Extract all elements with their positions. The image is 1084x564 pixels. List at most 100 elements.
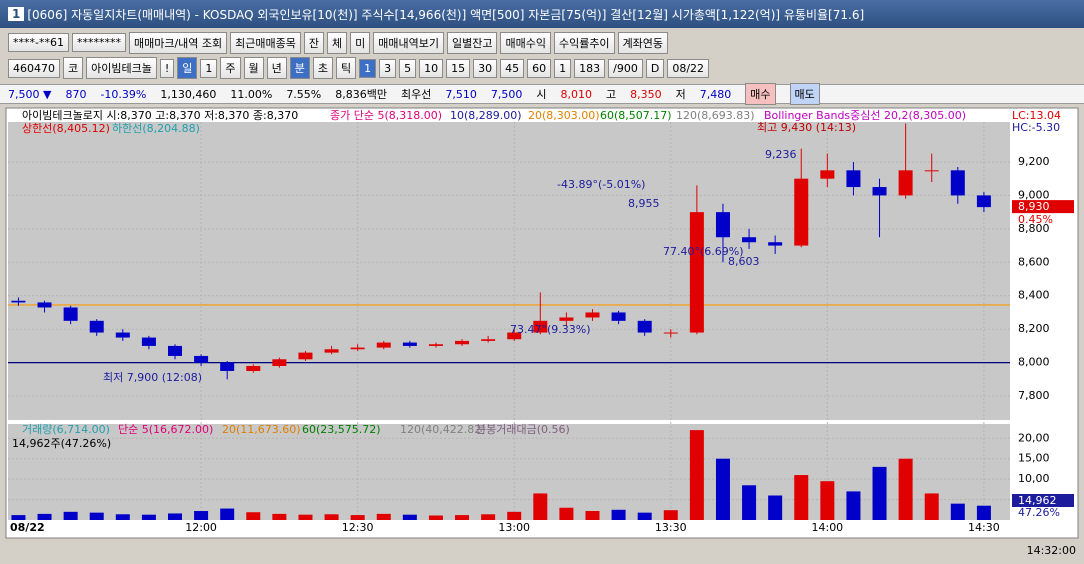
candle-body	[481, 339, 496, 341]
toolbar-button[interactable]: 1	[554, 58, 572, 78]
volume-bar	[350, 515, 365, 520]
y-tick-label: 8,400	[1018, 289, 1050, 302]
quote-field: 7,500 ▼	[8, 87, 52, 101]
candle-body	[663, 332, 678, 334]
volume-current: 14,962	[1018, 494, 1057, 507]
quote-field: 7.55%	[286, 87, 322, 101]
indicator-label: HC:-5.30	[1012, 121, 1060, 134]
toolbar-button[interactable]: 30	[473, 58, 498, 78]
volume-bar	[63, 511, 78, 520]
quote-field: 11.00%	[230, 87, 273, 101]
volume-current-box	[1012, 494, 1074, 507]
annotation: 73.47°(9.33%)	[510, 323, 591, 336]
toolbar-button[interactable]: 183	[574, 58, 606, 78]
x-tick-label: 12:00	[185, 521, 217, 534]
toolbar-button[interactable]: 계좌연동	[617, 31, 669, 54]
toolbar-button[interactable]: 년	[266, 57, 287, 79]
toolbar-button[interactable]: 매매수익	[500, 31, 551, 54]
annotation: 8,603	[728, 255, 760, 268]
legend-entry: 종가 단순 5(8,318.00)	[330, 109, 442, 122]
toolbar-button[interactable]: 60	[527, 58, 552, 78]
candle-body	[89, 320, 104, 333]
legend-entry: 상한선(8,405.12)	[22, 122, 110, 135]
volume-bar	[794, 475, 809, 520]
toolbar-button[interactable]: 일	[177, 57, 198, 79]
volume-legend-entry: 거래량(6,714.00)	[22, 423, 110, 436]
quote-field: 870	[65, 87, 87, 101]
annotation: 9,236	[765, 148, 797, 161]
candle-body	[742, 237, 757, 243]
toolbar-button[interactable]: 주	[220, 57, 241, 79]
toolbar-button[interactable]: ********	[71, 33, 126, 52]
candle-body	[637, 320, 652, 333]
toolbar-button[interactable]: /900	[608, 58, 643, 78]
toolbar-button[interactable]: 잔	[303, 31, 324, 54]
volume-bar	[637, 512, 652, 520]
toolbar-button[interactable]: ****-**61	[8, 33, 69, 52]
volume-panel	[8, 424, 1010, 520]
y-tick-label: 15,00	[1018, 452, 1050, 465]
toolbar-button[interactable]: 3	[379, 58, 397, 78]
indicator-label: LC:13.04	[1012, 109, 1061, 122]
annotation: 최저 7,900 (12:08)	[103, 371, 202, 384]
toolbar-button[interactable]: 15	[446, 58, 471, 78]
toolbar-button[interactable]: 분	[289, 57, 310, 79]
date-label: 08/22	[10, 521, 45, 534]
toolbar-button[interactable]: 10	[419, 58, 444, 78]
candle-body	[115, 332, 130, 338]
toolbar-button[interactable]: 최근매매종목	[230, 31, 301, 54]
current-change: 0.45%	[1018, 213, 1053, 226]
toolbar-button[interactable]: 수익률추이	[553, 31, 615, 54]
legend-entry: 60(8,507.17)	[600, 109, 672, 122]
toolbar-button[interactable]: 5	[399, 58, 417, 78]
candle-body	[950, 170, 965, 196]
volume-bar	[402, 514, 417, 520]
chart: 7,800 8,000 8,200 8,400 8,600 8,800 9,000 9,200…	[5, 107, 1079, 539]
toolbar-button[interactable]: 매매마크/내역 조회	[128, 31, 228, 54]
annotation: 77.40°(6.69%)	[663, 245, 744, 258]
y-tick-label: 10,00	[1018, 472, 1050, 485]
toolbar-button[interactable]: 1	[359, 58, 377, 78]
toolbar-button[interactable]: 코	[63, 57, 84, 79]
volume-bar	[455, 515, 470, 520]
y-tick-label: 9,200	[1018, 155, 1050, 168]
toolbar-button[interactable]: 45	[500, 58, 525, 78]
toolbar-button[interactable]: 1	[200, 58, 218, 78]
toolbar-account: ****-**61 ******** 매매마크/내역 조회 최근매매종목 잔 체 미 매매내역…	[0, 31, 1084, 54]
volume-bar	[950, 503, 965, 520]
toolbar-button[interactable]: !	[159, 58, 175, 78]
toolbar-button[interactable]: 일별잔고	[446, 31, 498, 54]
volume-bar	[585, 511, 600, 520]
toolbar-button[interactable]: 매매내역보기	[373, 31, 444, 54]
toolbar-button[interactable]: 미	[350, 31, 371, 54]
volume-bar	[872, 466, 887, 520]
volume-bar	[168, 513, 182, 520]
candle-body	[611, 312, 626, 321]
window-number: 1	[8, 7, 25, 21]
toolbar-period: 460470 코 아이빔테크놀! 일 1 주 월 년 분 초 틱 1 3 5 10 15 30 45 60 1 183/…	[0, 56, 1084, 80]
toolbar-button[interactable]: D	[645, 58, 665, 78]
candle-body	[976, 195, 991, 208]
candle-body	[272, 359, 287, 366]
x-tick-label: 13:00	[498, 521, 530, 534]
toolbar-button[interactable]: 아이빔테크놀	[86, 57, 157, 79]
toolbar-button[interactable]: 초	[312, 57, 334, 79]
toolbar-button[interactable]: 틱	[336, 57, 357, 79]
toolbar-button[interactable]: 체	[327, 31, 348, 54]
candle-body	[141, 337, 156, 346]
volume-bar	[115, 514, 130, 520]
legend-entry: Bollinger Bands중심선 20,2(8,305.00)	[764, 109, 966, 122]
quote-field: 고	[606, 88, 617, 101]
volume-bar	[220, 508, 235, 520]
volume-bar	[11, 515, 26, 520]
x-tick-label: 13:30	[655, 521, 687, 534]
toolbar-button[interactable]: 08/22	[667, 58, 710, 78]
clock: 14:32:00	[1026, 544, 1076, 557]
title-bar: 1 [0606] 자동일지차트(매매내역) - KOSDAQ 외국인보유[10(…	[0, 0, 1084, 28]
quote-field[interactable]: 매도	[789, 83, 820, 105]
current-price-box	[1012, 200, 1074, 214]
toolbar-button[interactable]: 460470	[8, 58, 60, 78]
toolbar-button[interactable]: 월	[243, 57, 264, 79]
candle-body	[507, 332, 522, 340]
quote-field[interactable]: 매수	[745, 83, 776, 105]
